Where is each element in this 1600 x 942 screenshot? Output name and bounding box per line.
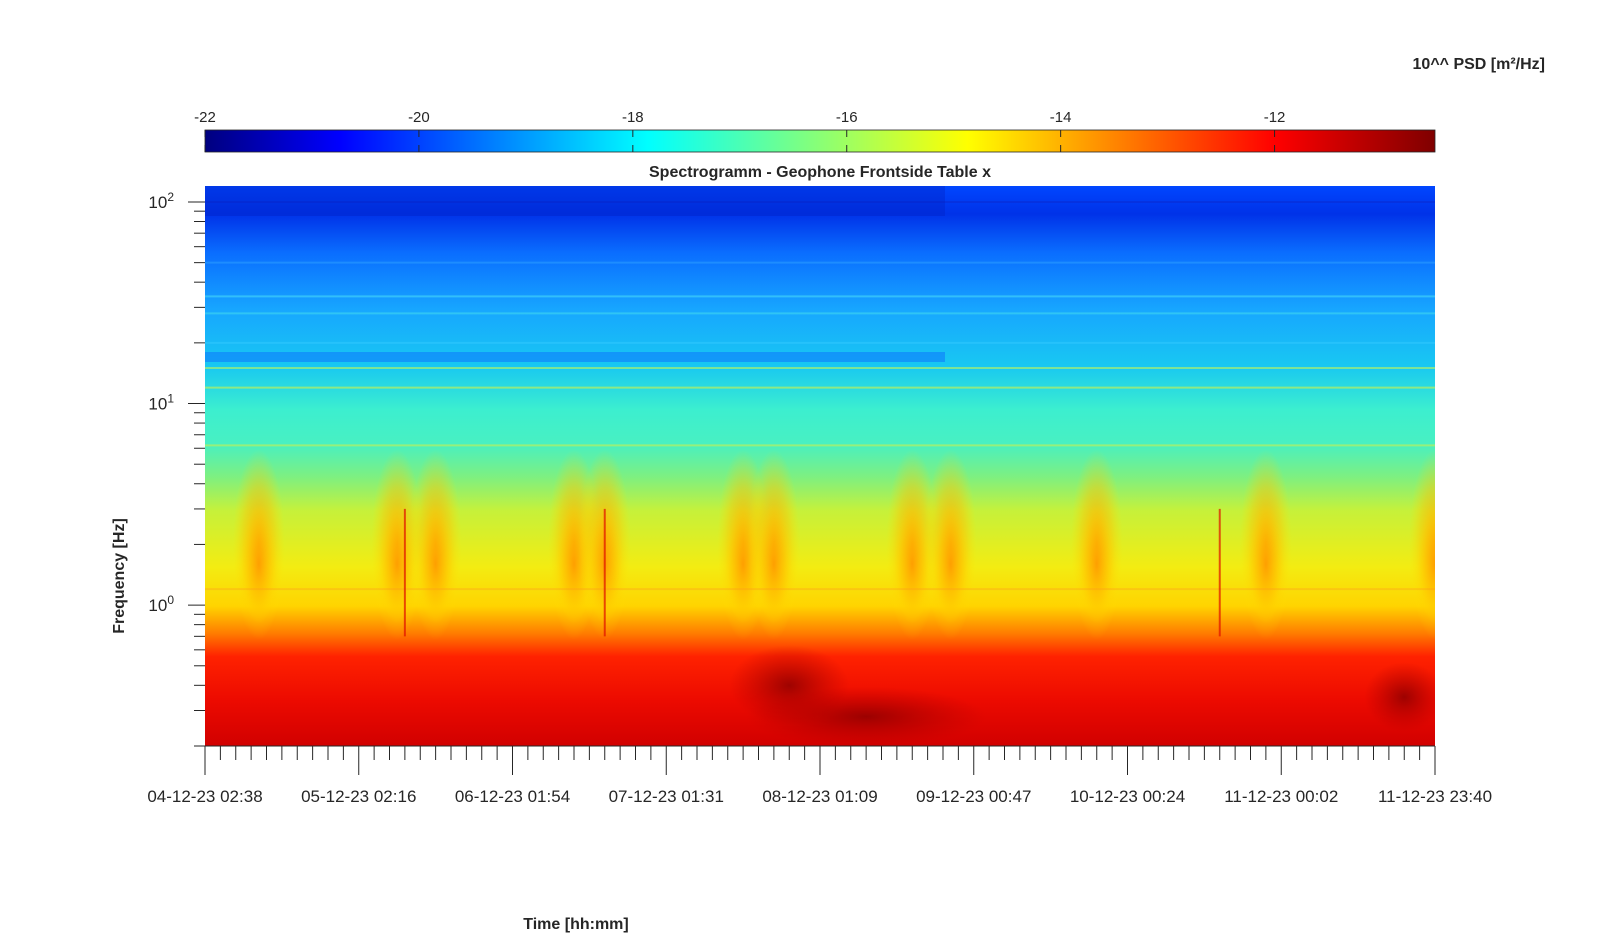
colorbar-tick-label: -18 bbox=[622, 109, 644, 126]
activity-blobs bbox=[232, 449, 1435, 746]
activity-plume-core bbox=[1247, 503, 1284, 624]
activity-plume-core bbox=[894, 503, 931, 624]
y-tick-label: 102 bbox=[148, 190, 174, 212]
activity-plume-core bbox=[932, 503, 969, 624]
colorbar-gradient bbox=[204, 129, 1436, 153]
y-axis-label: Frequency [Hz] bbox=[111, 518, 128, 634]
colorbar-tick-label: -22 bbox=[194, 109, 216, 126]
colorbar-tick-label: -20 bbox=[408, 109, 430, 126]
x-tick-label: 08-12-23 01:09 bbox=[762, 787, 877, 806]
colorbar-label: 10^^ PSD [m²/Hz] bbox=[1413, 56, 1545, 73]
x-axis-ticks: 04-12-23 02:38 05-12-23 02:16 06-12-23 01:… bbox=[147, 746, 1492, 806]
activity-plume-core bbox=[417, 503, 454, 624]
activity-plume-core bbox=[755, 503, 792, 624]
x-tick-label: 06-12-23 01:54 bbox=[455, 787, 570, 806]
y-tick-exponent: 0 bbox=[167, 593, 174, 607]
x-tick-label: 11-12-23 23:40 bbox=[1378, 787, 1492, 806]
activity-plume-core bbox=[240, 503, 277, 624]
low-frequency-peak bbox=[1364, 662, 1435, 732]
dark-band-mid bbox=[205, 352, 945, 362]
x-tick-label: 07-12-23 01:31 bbox=[609, 787, 724, 806]
activity-plume-core bbox=[379, 503, 416, 624]
x-axis-label: Time [hh:mm] bbox=[523, 916, 628, 933]
y-tick-exponent: 1 bbox=[167, 392, 174, 406]
x-tick-label: 04-12-23 02:38 bbox=[147, 787, 262, 806]
spectrogram-image bbox=[205, 186, 1435, 746]
colorbar-tick-label: -16 bbox=[836, 109, 858, 126]
colorbar-tick-label: -14 bbox=[1050, 109, 1072, 126]
low-frequency-peak bbox=[746, 686, 987, 746]
colorbar-ticks: -22 -20 -18 -16 -14 -12 bbox=[194, 109, 1285, 152]
dark-band-top bbox=[205, 186, 945, 216]
y-tick-label: 101 bbox=[148, 392, 174, 414]
activity-plume-core bbox=[1417, 503, 1435, 624]
x-tick-label: 09-12-23 00:47 bbox=[916, 787, 1031, 806]
x-tick-label: 05-12-23 02:16 bbox=[301, 787, 416, 806]
x-tick-label: 10-12-23 00:24 bbox=[1070, 787, 1185, 806]
y-tick-exponent: 2 bbox=[167, 190, 174, 204]
y-tick-label: 100 bbox=[148, 593, 174, 615]
activity-plume-core bbox=[1078, 503, 1115, 624]
colorbar-tick-label: -12 bbox=[1264, 109, 1286, 126]
colorbar: -22 -20 -18 -16 -14 -12 10^^ PSD [m²/Hz] bbox=[194, 56, 1545, 153]
chart-title: Spectrogramm - Geophone Frontside Table … bbox=[649, 164, 991, 181]
x-tick-label: 11-12-23 00:02 bbox=[1224, 787, 1338, 806]
frequency-lines bbox=[205, 200, 1435, 637]
